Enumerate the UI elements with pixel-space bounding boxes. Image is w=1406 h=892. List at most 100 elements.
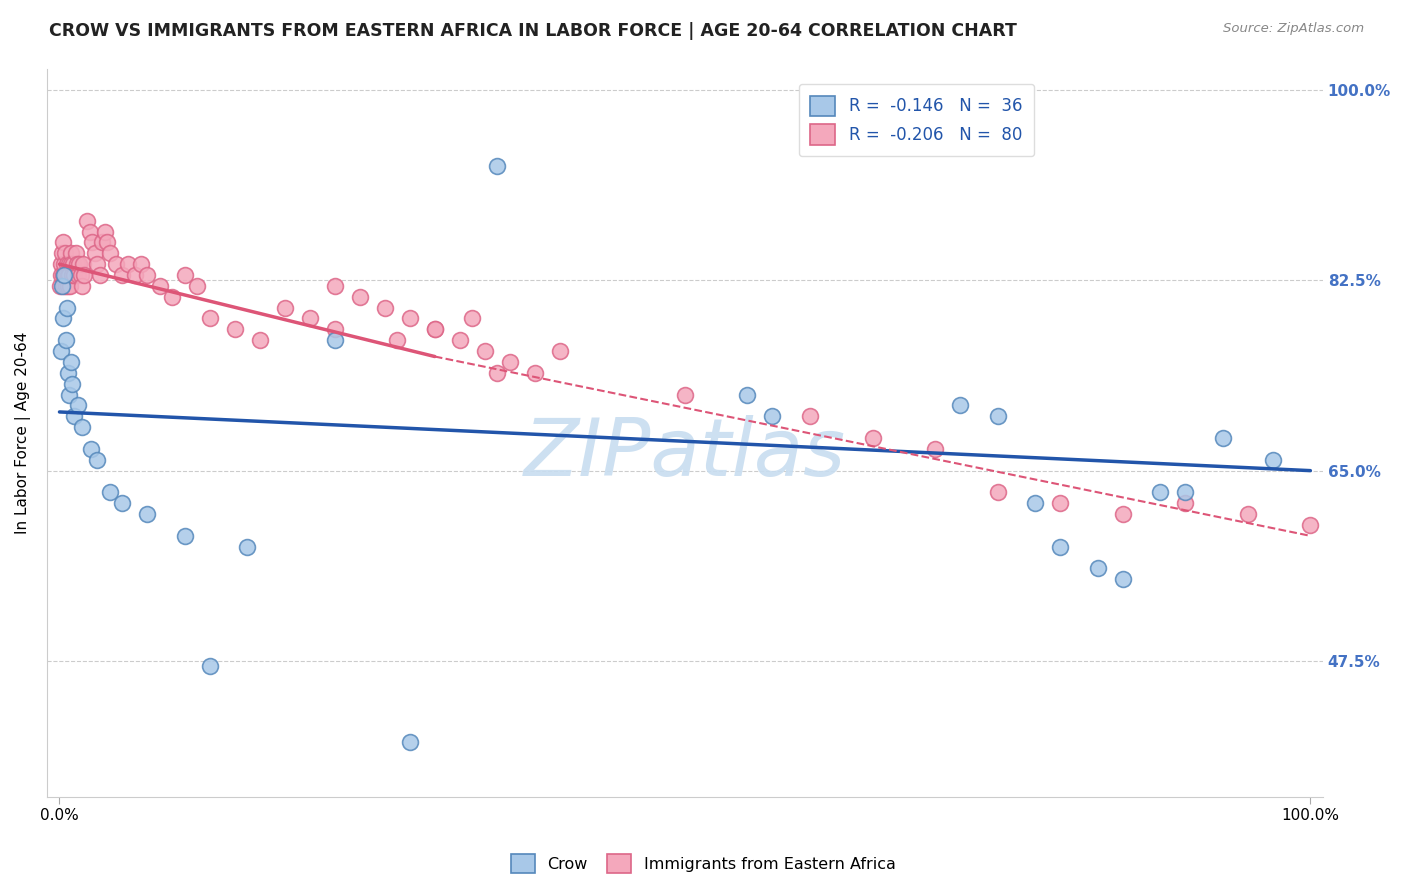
Point [98, 246, 121, 260]
Point [55, 268, 77, 282]
Point [58, 366, 80, 380]
Point [98, 485, 121, 500]
Point [124, 268, 146, 282]
Point [129, 257, 152, 271]
Point [198, 311, 221, 326]
Text: ZIPatlas: ZIPatlas [524, 416, 846, 493]
Point [67, 268, 90, 282]
Point [136, 507, 159, 521]
Point [349, 290, 371, 304]
Point [1174, 496, 1197, 510]
Point [1299, 518, 1322, 533]
Point [761, 409, 783, 424]
Point [117, 257, 139, 271]
Point [1112, 572, 1135, 586]
Point [58, 268, 80, 282]
Point [59, 246, 82, 260]
Point [72, 257, 94, 271]
Point [449, 333, 471, 347]
Point [160, 290, 183, 304]
Point [63, 409, 86, 424]
Point [862, 431, 884, 445]
Point [49, 344, 72, 359]
Point [49, 278, 72, 293]
Point [499, 355, 522, 369]
Point [1237, 507, 1260, 521]
Point [59, 278, 82, 293]
Point [70, 278, 93, 293]
Point [474, 344, 496, 359]
Text: Source: ZipAtlas.com: Source: ZipAtlas.com [1223, 22, 1364, 36]
Point [323, 333, 346, 347]
Point [56, 257, 79, 271]
Point [173, 268, 195, 282]
Point [49, 257, 72, 271]
Point [924, 442, 946, 456]
Point [80, 235, 103, 250]
Point [1049, 496, 1071, 510]
Point [173, 529, 195, 543]
Point [1174, 485, 1197, 500]
Point [56, 301, 79, 315]
Point [52, 278, 75, 293]
Legend: R =  -0.146   N =  36, R =  -0.206   N =  80: R = -0.146 N = 36, R = -0.206 N = 80 [799, 84, 1033, 156]
Point [60, 257, 83, 271]
Point [111, 496, 134, 510]
Point [673, 387, 696, 401]
Point [89, 268, 111, 282]
Point [548, 344, 571, 359]
Point [53, 246, 76, 260]
Point [58, 278, 80, 293]
Point [76, 213, 98, 227]
Point [65, 246, 87, 260]
Point [69, 268, 91, 282]
Point [51, 268, 73, 282]
Point [374, 301, 396, 315]
Point [323, 278, 346, 293]
Point [55, 333, 77, 347]
Point [224, 322, 246, 336]
Point [1112, 507, 1135, 521]
Point [55, 278, 77, 293]
Point [273, 301, 295, 315]
Point [148, 278, 170, 293]
Point [1087, 561, 1109, 575]
Point [93, 225, 115, 239]
Point [1261, 452, 1284, 467]
Point [111, 268, 134, 282]
Point [52, 311, 75, 326]
Point [80, 442, 103, 456]
Point [52, 235, 75, 250]
Point [59, 355, 82, 369]
Point [1149, 485, 1171, 500]
Point [56, 268, 79, 282]
Point [186, 278, 208, 293]
Point [66, 257, 89, 271]
Point [86, 452, 108, 467]
Point [60, 268, 83, 282]
Y-axis label: In Labor Force | Age 20-64: In Labor Force | Age 20-64 [15, 332, 31, 533]
Point [737, 387, 759, 401]
Point [298, 311, 321, 326]
Point [60, 376, 83, 391]
Point [236, 540, 259, 554]
Point [91, 235, 114, 250]
Point [523, 366, 546, 380]
Point [387, 333, 409, 347]
Point [198, 659, 221, 673]
Legend: Crow, Immigrants from Eastern Africa: Crow, Immigrants from Eastern Africa [505, 847, 901, 880]
Point [398, 735, 420, 749]
Point [249, 333, 271, 347]
Point [53, 257, 76, 271]
Point [58, 257, 80, 271]
Point [86, 257, 108, 271]
Point [461, 311, 484, 326]
Point [73, 268, 96, 282]
Point [949, 399, 972, 413]
Point [70, 420, 93, 434]
Point [67, 399, 90, 413]
Point [1212, 431, 1234, 445]
Point [486, 366, 509, 380]
Point [53, 268, 76, 282]
Point [423, 322, 446, 336]
